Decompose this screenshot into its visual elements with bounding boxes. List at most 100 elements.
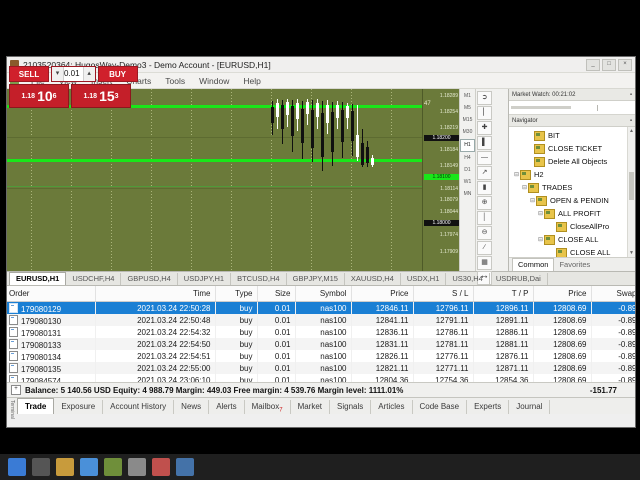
tab-news[interactable]: News (174, 400, 210, 414)
chart-tab-xauusd[interactable]: XAUUSD,H4 (345, 273, 401, 285)
tree-expander[interactable]: ⊟ (521, 185, 528, 191)
scroll-down-icon[interactable]: ▼ (629, 250, 634, 256)
tree-expander[interactable]: ⊟ (529, 198, 536, 204)
timeframe-m15[interactable]: M15 (462, 117, 473, 123)
tree-item-open-pending[interactable]: ⊟ OPEN & PENDIN (509, 194, 635, 207)
browser-icon[interactable] (80, 458, 98, 476)
tree-item-close-all-folder[interactable]: ⊟ CLOSE ALL (509, 233, 635, 246)
column-tp[interactable]: T / P (473, 286, 534, 302)
sell-price-display[interactable]: 1.18 10 6 (9, 84, 69, 108)
chart-tab-eurusd[interactable]: EURUSD,H1 (9, 272, 67, 285)
column-price-current[interactable]: Price (533, 286, 592, 302)
shift-icon[interactable]: ↦ (477, 271, 492, 285)
table-row[interactable]: 179080131 2021.03.24 22:54:32 buy 0.01 n… (7, 326, 635, 338)
column-type[interactable]: Type (215, 286, 258, 302)
volume-stepper[interactable]: ▾ 0.01 ▴ (51, 66, 96, 82)
template-icon[interactable]: ▦ (477, 256, 492, 270)
tab-code-base[interactable]: Code Base (413, 400, 468, 414)
maximize-button[interactable]: □ (602, 58, 616, 71)
tree-expander[interactable]: ⊟ (537, 211, 544, 217)
table-row[interactable]: 179080134 2021.03.24 22:54:51 buy 0.01 n… (7, 350, 635, 362)
tab-experts[interactable]: Experts (467, 400, 510, 414)
tab-mailbox[interactable]: Mailbox7 (245, 400, 291, 414)
crosshair-icon[interactable]: ✚ (477, 121, 492, 135)
chart-canvas[interactable]: EURUSD,H1 (7, 89, 422, 271)
bar-chart-icon[interactable]: ⎢ (477, 106, 492, 120)
price-scale[interactable]: 47 1.18289 1.18254 1.18219 1.18200 1.181… (422, 89, 459, 271)
tree-item-all-profit[interactable]: ⊟ ALL PROFIT (509, 207, 635, 220)
chart-stoploss-line[interactable] (7, 159, 422, 162)
tab-trade[interactable]: Trade (17, 398, 55, 414)
column-swap[interactable]: Swap (591, 286, 635, 302)
tab-favorites[interactable]: Favorites (559, 260, 591, 269)
chart-tab-btcusd[interactable]: BTCUSD,H4 (231, 273, 287, 285)
chart-tab-gbpusd[interactable]: GBPUSD,H4 (121, 273, 178, 285)
tree-item-h2[interactable]: ⊟ H2 (509, 168, 635, 181)
tree-item-close-ticket[interactable]: CLOSE TICKET (509, 142, 635, 155)
orders-table[interactable]: Order Time Type Size Symbol Price S / L … (7, 286, 635, 382)
navigator-tree[interactable]: BIT CLOSE TICKET Delete All Objects ⊟ (509, 127, 635, 257)
sell-button[interactable]: SELL (9, 66, 49, 82)
table-row[interactable]: 179080135 2021.03.24 22:55:00 buy 0.01 n… (7, 362, 635, 374)
chart-tab-usdrub[interactable]: USDRUB,Dai (490, 273, 548, 285)
tree-item-trades[interactable]: ⊟ TRADES (509, 181, 635, 194)
scrollbar-thumb[interactable] (629, 172, 634, 200)
search-icon[interactable] (32, 458, 50, 476)
taskbar[interactable] (0, 454, 640, 480)
tree-expander[interactable]: ⊟ (537, 237, 544, 243)
tree-expander[interactable]: ⊟ (513, 172, 520, 178)
tab-exposure[interactable]: Exposure (54, 400, 104, 414)
app-icon[interactable] (128, 458, 146, 476)
menu-item-window[interactable]: Window (199, 75, 230, 86)
line-chart-icon[interactable]: ↗ (477, 166, 492, 180)
cursor-icon[interactable]: ➲ (477, 91, 492, 105)
chart-tab-us30[interactable]: US30,H4 (446, 273, 490, 285)
tab-signals[interactable]: Signals (330, 400, 372, 414)
menu-item-help[interactable]: Help (243, 75, 261, 86)
tree-item-bit[interactable]: BIT (509, 129, 635, 142)
folder-icon[interactable] (56, 458, 74, 476)
zoom-out-icon[interactable]: ⊖ (477, 226, 492, 240)
tab-account-history[interactable]: Account History (103, 400, 175, 414)
trendline-icon[interactable]: — (477, 151, 492, 165)
chart-takeprofit-line[interactable] (7, 105, 422, 108)
chart-tab-gbpjpy[interactable]: GBPJPY,M15 (287, 273, 345, 285)
tab-journal[interactable]: Journal (509, 400, 551, 414)
column-time[interactable]: Time (95, 286, 216, 302)
column-symbol[interactable]: Symbol (295, 286, 352, 302)
navigator-scrollbar[interactable]: ▲ ▼ (627, 127, 635, 257)
navigator-close-icon[interactable]: ▪ (629, 117, 632, 124)
tree-item-closeallprofit[interactable]: CloseAllPro (509, 220, 635, 233)
timeframe-m30[interactable]: M30 (462, 129, 473, 135)
expander-icon[interactable]: + (11, 385, 21, 395)
column-price-open[interactable]: Price (351, 286, 414, 302)
chart-tab-usdx[interactable]: USDX,H1 (401, 273, 447, 285)
tab-alerts[interactable]: Alerts (209, 400, 245, 414)
tab-common[interactable]: Common (512, 258, 555, 271)
table-row[interactable]: 179080129 2021.03.24 22:50:28 buy 0.01 n… (7, 301, 635, 314)
tab-articles[interactable]: Articles (371, 400, 413, 414)
volume-increment-icon[interactable]: ▴ (82, 67, 95, 81)
vertical-line-icon[interactable]: │ (477, 211, 492, 225)
timeframe-h4[interactable]: H4 (464, 155, 471, 161)
close-button[interactable]: × (618, 58, 632, 71)
timeframe-w1[interactable]: W1 (463, 179, 472, 185)
tree-item-delete-all-objects[interactable]: Delete All Objects (509, 155, 635, 168)
market-watch-body[interactable] (509, 101, 635, 115)
column-size[interactable]: Size (257, 286, 296, 302)
column-sl[interactable]: S / L (413, 286, 474, 302)
menu-item-charts[interactable]: Charts (126, 75, 152, 86)
buy-price-display[interactable]: 1.18 15 3 (71, 84, 131, 108)
timeframe-d1[interactable]: D1 (464, 167, 471, 173)
table-row[interactable]: 179080130 2021.03.24 22:50:48 buy 0.01 n… (7, 314, 635, 326)
zoom-in-icon[interactable]: ⊕ (477, 196, 492, 210)
buy-button[interactable]: BUY (97, 66, 138, 82)
app-icon[interactable] (176, 458, 194, 476)
menu-item-tools[interactable]: Tools (165, 75, 186, 86)
minimize-button[interactable]: _ (586, 58, 600, 71)
tab-market[interactable]: Market (291, 400, 331, 414)
column-order[interactable]: Order (7, 286, 96, 302)
app-icon[interactable] (152, 458, 170, 476)
timeframe-m1[interactable]: M1 (464, 93, 471, 99)
horizontal-line-icon[interactable]: ▮ (477, 181, 492, 195)
